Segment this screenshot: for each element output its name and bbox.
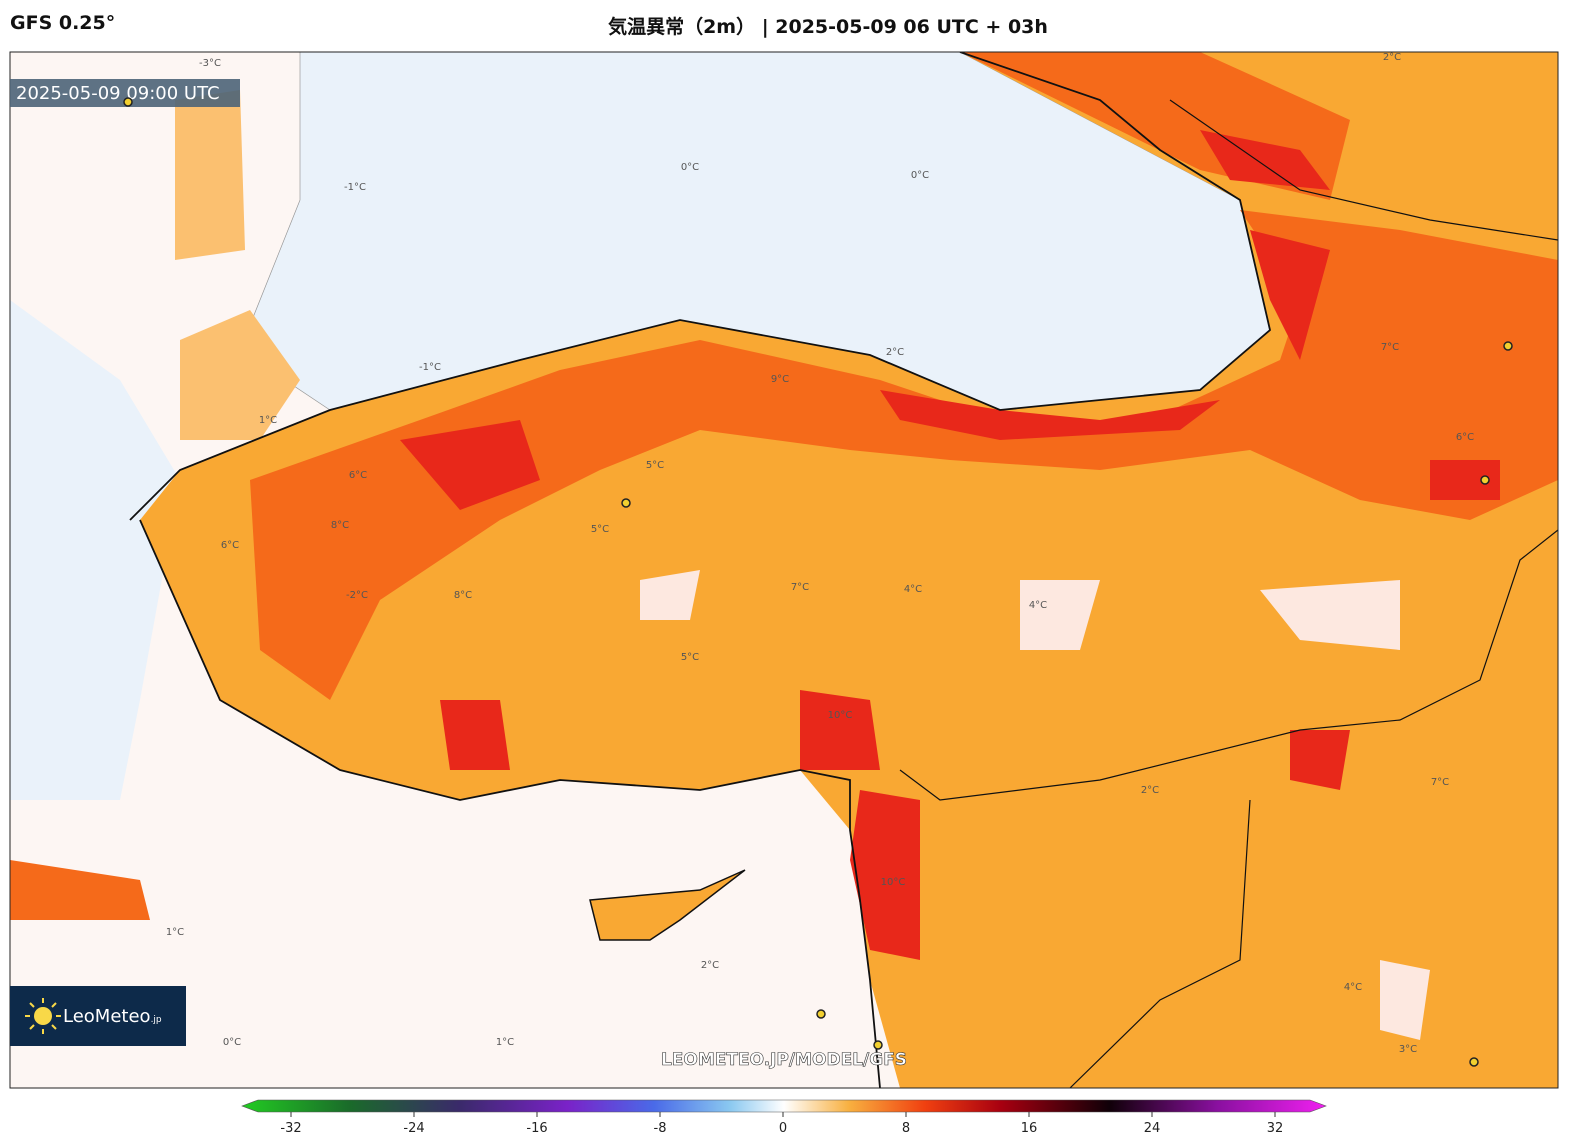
colorbar-tick-label: 0	[779, 1121, 787, 1136]
contour-label: 5°C	[646, 460, 664, 471]
colorbar-tick-label: 32	[1267, 1121, 1284, 1136]
colorbar-tick-label: -8	[654, 1121, 667, 1136]
valid-time: 2025-05-09 09:00 UTC	[16, 83, 220, 104]
logo-suffix: .jp	[151, 1015, 162, 1025]
colorbar-tick-label: -24	[403, 1121, 424, 1136]
contour-label: 6°C	[1456, 432, 1474, 443]
contour-label: 5°C	[591, 524, 609, 535]
contour-label: 2°C	[1383, 52, 1401, 63]
contour-label: 6°C	[221, 540, 239, 551]
contour-label: 1°C	[496, 1037, 514, 1048]
colorbar-tick-label: 16	[1021, 1121, 1038, 1136]
contour-label: 1°C	[166, 927, 184, 938]
contour-label: 5°C	[681, 652, 699, 663]
contour-label: 6°C	[349, 470, 367, 481]
contour-label: 0°C	[911, 170, 929, 181]
model-name: GFS 0.25°	[10, 12, 116, 34]
contour-label: -2°C	[346, 590, 368, 601]
watermark: LEOMETEO.JP/MODEL/GFS	[661, 1050, 907, 1070]
contour-label: 4°C	[1344, 982, 1362, 993]
contour-label: 7°C	[1381, 342, 1399, 353]
contour-label: 8°C	[331, 520, 349, 531]
colorbar-tick-label: 24	[1144, 1121, 1161, 1136]
contour-label: -1°C	[419, 362, 441, 373]
contour-label: 2°C	[1141, 785, 1159, 796]
contour-label: 2°C	[886, 347, 904, 358]
logo-name: LeoMeteo	[63, 1006, 151, 1027]
contour-label: 0°C	[681, 162, 699, 173]
contour-label: 9°C	[771, 374, 789, 385]
contour-label: -1°C	[344, 182, 366, 193]
logo: LeoMeteo.jp	[63, 1006, 162, 1027]
contour-label: 2°C	[701, 960, 719, 971]
contour-label: 7°C	[1431, 777, 1449, 788]
contour-label: 3°C	[1399, 1044, 1417, 1055]
contour-label: 4°C	[904, 584, 922, 595]
contour-label: 4°C	[1029, 600, 1047, 611]
contour-label: 10°C	[881, 877, 906, 888]
contour-label: -3°C	[199, 58, 221, 69]
colorbar-tick-label: -32	[280, 1121, 301, 1136]
map-title: 気温異常（2m） | 2025-05-09 06 UTC + 03h	[608, 16, 1048, 38]
colorbar-tick-label: 8	[902, 1121, 910, 1136]
contour-label: 8°C	[454, 590, 472, 601]
contour-label: 0°C	[223, 1037, 241, 1048]
contour-label: 10°C	[828, 710, 853, 721]
contour-label: 1°C	[259, 415, 277, 426]
colorbar-tick-label: -16	[526, 1121, 547, 1136]
contour-label: 7°C	[791, 582, 809, 593]
map-field	[10, 52, 1558, 1088]
